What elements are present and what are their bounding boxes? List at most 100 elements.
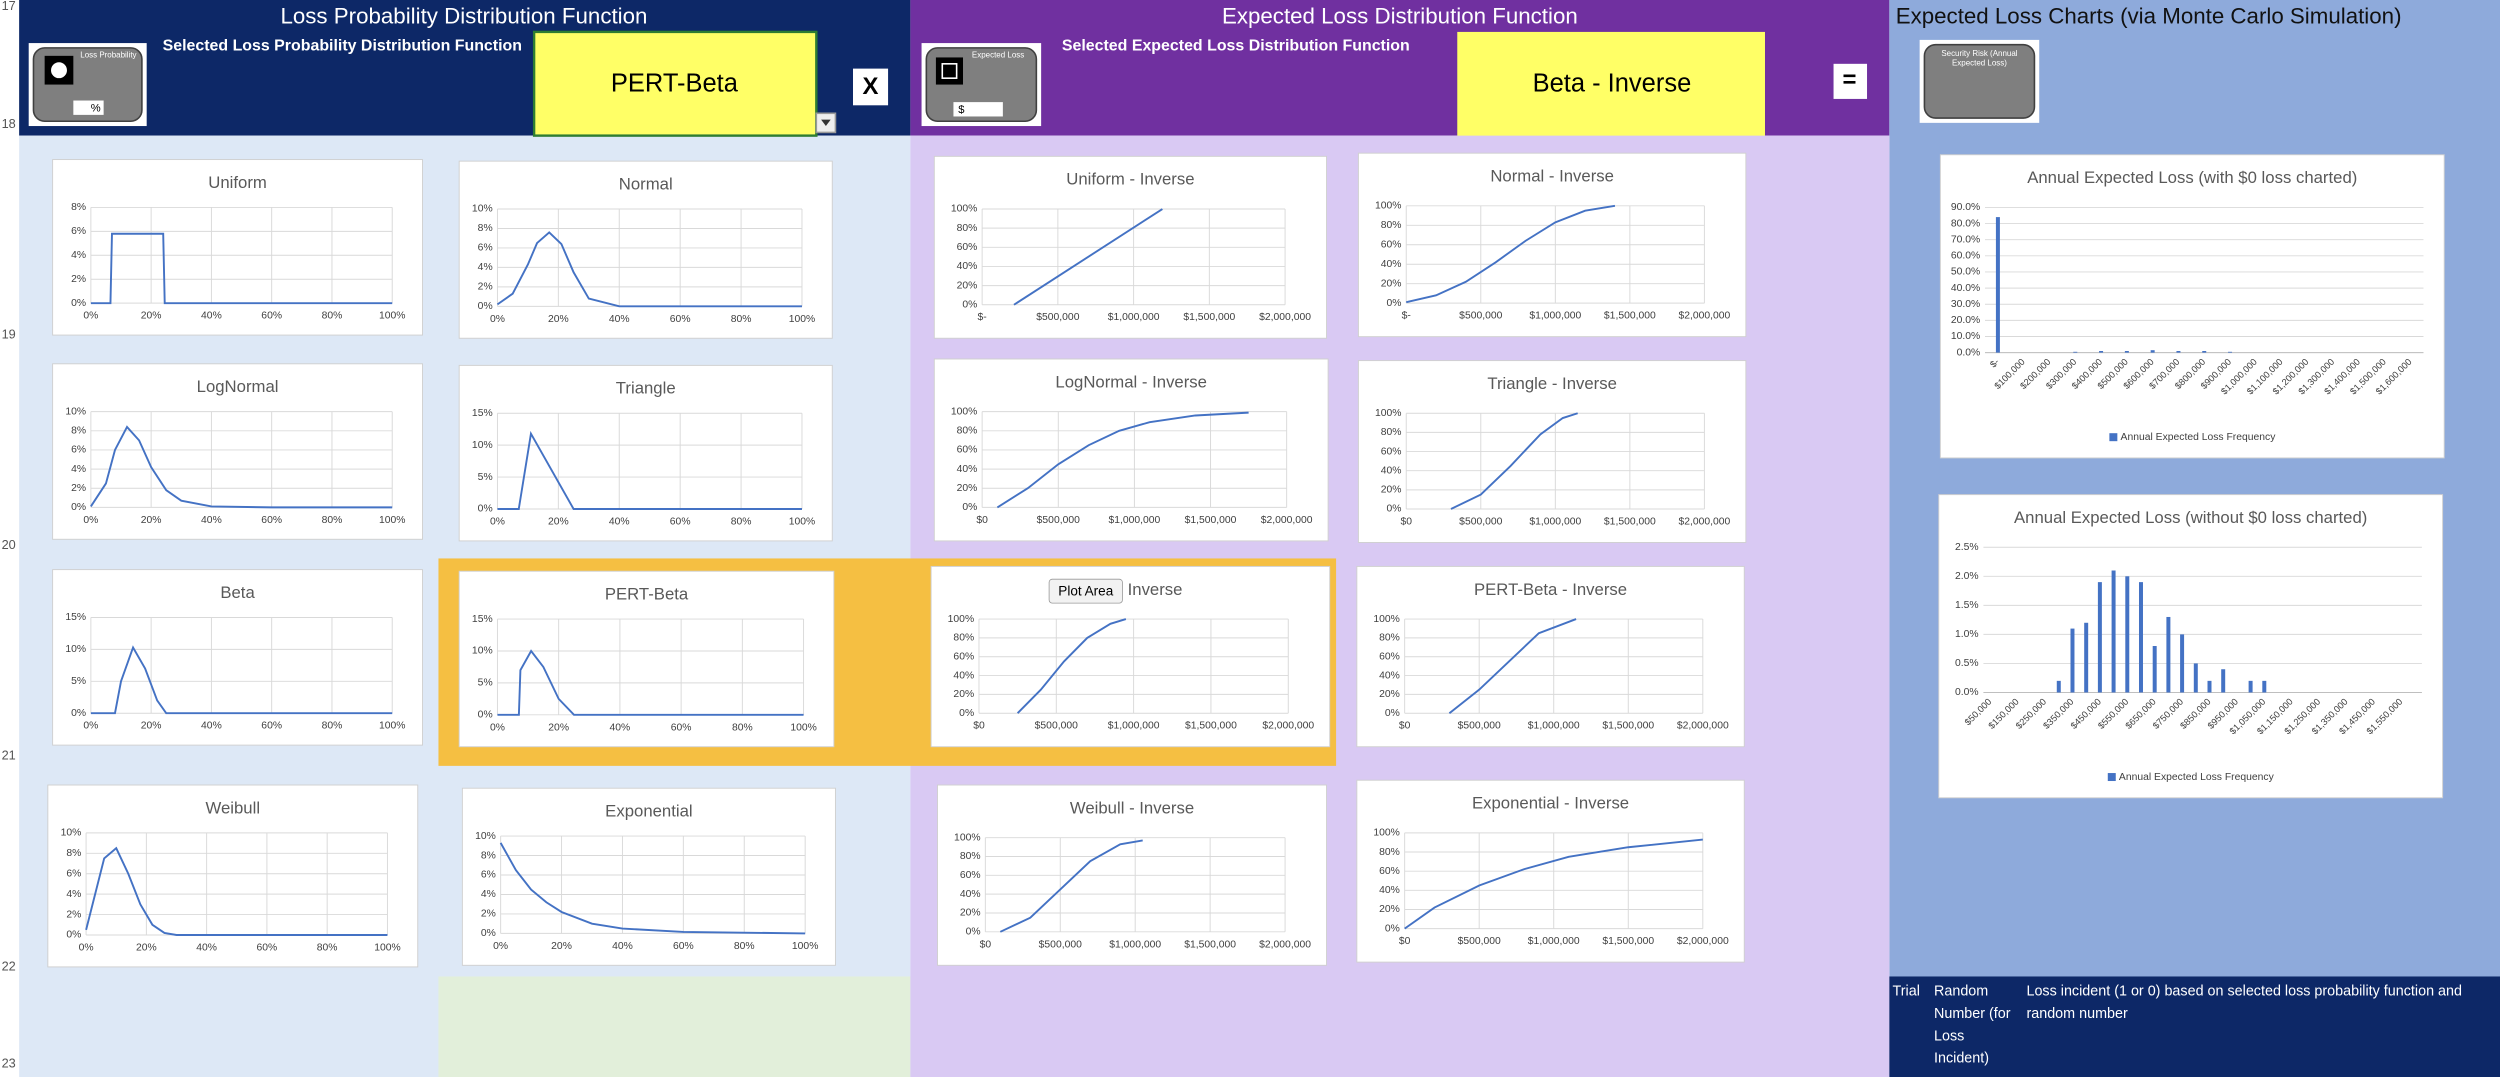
x-tick-label: 40% [201, 311, 222, 322]
y-tick-label: 5% [478, 472, 493, 483]
x-tick-label: $2,000,000 [1677, 936, 1729, 947]
y-tick-label: 10% [472, 646, 493, 657]
x-tick-label: 80% [322, 721, 343, 732]
y-tick-label: 20% [1381, 485, 1402, 496]
y-tick-label: 50.0% [1951, 267, 1980, 278]
y-tick-label: 20% [957, 280, 978, 291]
chart-title: Weibull - Inverse [1070, 798, 1194, 817]
x-tick-label: 0% [490, 722, 505, 733]
y-tick-label: 80% [1381, 220, 1402, 231]
line [1404, 838, 1703, 930]
y-tick-label: 8% [66, 848, 81, 859]
y-tick-label: 15% [472, 614, 493, 625]
x-tick-label: $2,000,000 [1262, 721, 1314, 732]
y-tick-label: 40% [1381, 465, 1402, 476]
y-tick-label: 40% [957, 261, 978, 272]
x-tick-label: 100% [792, 941, 818, 952]
x-tick-label: $1,500,000 [1184, 939, 1236, 950]
icon-field: % [91, 102, 101, 114]
y-tick-label: 70.0% [1951, 234, 1980, 245]
x-tick-label: 80% [317, 942, 338, 953]
y-tick-label: 60% [1379, 866, 1400, 877]
x-tick-label: 100% [790, 722, 816, 733]
y-tick-label: 80% [957, 426, 978, 437]
x-tick-label: $1,500,000 [1185, 515, 1237, 526]
selected-cell[interactable] [1457, 31, 1765, 136]
chart-title: LogNormal [197, 377, 279, 396]
table-header: Loss incident (1 or 0) based on selected… [2026, 982, 2463, 1022]
y-tick-label: 5% [71, 676, 86, 687]
y-tick-label: 60% [1379, 651, 1400, 662]
line [90, 645, 393, 715]
tooltip: Plot Area [1058, 584, 1113, 599]
selected-cell[interactable] [532, 30, 818, 137]
y-tick-label: 0% [71, 298, 86, 309]
y-tick-label: 0% [1386, 298, 1401, 309]
y-tick-label: 40% [1379, 670, 1400, 681]
x-tick-label: 60% [671, 722, 692, 733]
y-tick-label: 2% [481, 909, 496, 920]
y-tick-label: 6% [71, 226, 86, 237]
line [497, 649, 804, 716]
chart-title: Weibull [206, 798, 261, 817]
y-tick-label: 60% [953, 651, 974, 662]
x-tick-label: 20% [136, 942, 157, 953]
y-tick-label: 8% [71, 202, 86, 213]
y-tick-label: 20% [953, 689, 974, 700]
bar [2097, 582, 2102, 693]
chart-title: Triangle [616, 379, 676, 398]
chart-frame [461, 787, 836, 966]
bar [2124, 351, 2129, 353]
x-tick-label: $500,000 [1037, 515, 1080, 526]
y-tick-label: 15% [472, 408, 493, 419]
y-tick-label: 0% [478, 710, 493, 721]
chart-frame [47, 784, 419, 968]
chart-frame [52, 159, 423, 336]
row-numbers: 17 18 19 20 21 22 23 [2, 0, 16, 1071]
y-tick-label: 100% [1375, 201, 1401, 212]
chart-title: Normal [619, 175, 673, 194]
icon-input [73, 100, 104, 115]
bar [2084, 622, 2089, 693]
row-number: 22 [2, 958, 16, 973]
y-tick-label: 1.0% [1955, 629, 1979, 640]
x-tick-label: 0% [83, 721, 98, 732]
line [1450, 412, 1578, 510]
y-tick-label: 0% [1385, 923, 1400, 934]
chart-title: Uniform [208, 173, 267, 192]
y-tick-label: 2% [71, 274, 86, 285]
y-tick-label: 4% [481, 889, 496, 900]
y-tick-label: 10% [475, 831, 496, 842]
bar [2248, 680, 2253, 693]
x-tick-label: $500,000 [1036, 312, 1079, 323]
y-tick-label: 60% [960, 870, 981, 881]
y-tick-label: 20% [1381, 278, 1402, 289]
row-number: 18 [2, 116, 16, 131]
y-tick-label: 10% [65, 406, 86, 417]
x-tick-label: $1,500,000 [1602, 936, 1654, 947]
x-tick-label: $1,000,000 [1108, 721, 1160, 732]
legend-label: Annual Expected Loss Frequency [2121, 432, 2277, 443]
x-tick-label: 20% [551, 941, 572, 952]
y-tick-label: 10% [61, 828, 82, 839]
y-tick-label: 40% [1379, 885, 1400, 896]
icon-label: Security Risk (Annual Expected Loss) [1941, 49, 2017, 68]
icon-input [953, 102, 1003, 117]
y-tick-label: 60.0% [1951, 251, 1980, 262]
x-tick-label: 20% [141, 515, 162, 526]
x-tick-label: 0% [83, 515, 98, 526]
y-tick-label: 2% [478, 282, 493, 293]
y-tick-label: 80% [960, 851, 981, 862]
y-tick-label: 0% [71, 502, 86, 513]
line [1406, 204, 1616, 304]
y-tick-label: 4% [71, 464, 86, 475]
y-tick-label: 80% [1379, 633, 1400, 644]
y-tick-label: 0.0% [1957, 347, 1981, 358]
y-tick-label: 100% [1373, 614, 1399, 625]
operator: X [863, 73, 879, 100]
bar [2221, 669, 2226, 693]
x-tick-label: 100% [379, 721, 405, 732]
operator-box [1833, 63, 1868, 99]
y-tick-label: 60% [1381, 446, 1402, 457]
icon-label: Expected Loss [972, 51, 1024, 61]
